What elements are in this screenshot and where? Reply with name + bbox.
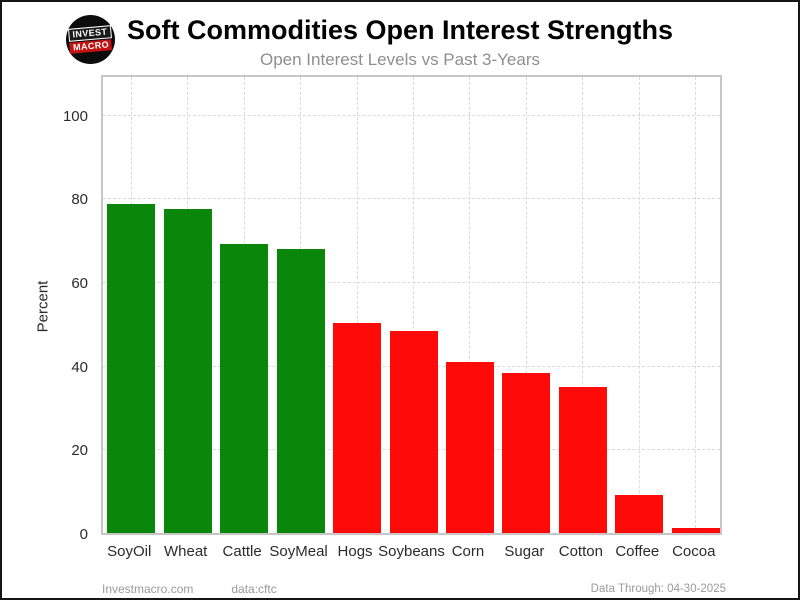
bar-corn — [445, 362, 494, 533]
h-gridline-60 — [103, 282, 720, 284]
v-gridline-cotton — [582, 77, 584, 533]
data-source-label: data:cftc — [231, 582, 277, 596]
bar-soybeans — [389, 331, 438, 533]
x-axis-label-cattle: Cattle — [222, 543, 262, 560]
x-axis-label-coffee: Coffee — [615, 543, 660, 560]
v-gridline-soybeans — [413, 77, 414, 533]
h-gridline-80 — [103, 198, 720, 200]
x-axis-label-soybeans: Soybeans — [378, 543, 445, 560]
bar-sugar — [502, 373, 551, 533]
x-axis-label-hogs: Hogs — [337, 543, 373, 560]
bar-soymeal — [276, 249, 325, 533]
bar-soyoil — [107, 204, 156, 533]
y-tick-label-80: 80 — [71, 191, 88, 209]
y-tick-label-40: 40 — [71, 358, 88, 376]
x-axis-label-corn: Corn — [451, 543, 485, 560]
v-gridline-corn — [469, 77, 471, 533]
x-axis-label-soymeal: SoyMeal — [269, 543, 328, 560]
y-tick-label-100: 100 — [62, 107, 88, 125]
bar-wheat — [163, 208, 212, 533]
v-gridline-sugar — [525, 77, 527, 533]
y-tick-label-20: 20 — [71, 442, 88, 460]
investmacro-logo: INVEST MACRO — [66, 15, 115, 64]
bar-cattle — [220, 244, 269, 533]
v-gridline-cocoa — [695, 77, 697, 533]
y-tick-label-0: 0 — [79, 526, 88, 543]
x-axis-label-cotton: Cotton — [558, 543, 603, 560]
plot-area — [101, 75, 722, 535]
v-gridline-hogs — [356, 77, 358, 533]
h-gridline-100 — [103, 114, 720, 116]
site-label: Investmacro.com — [102, 582, 194, 596]
x-axis-label-sugar: Sugar — [504, 543, 545, 560]
data-through-label: Data Through: 04-30-2025 — [590, 583, 726, 595]
y-axis-label: Percent — [34, 280, 52, 333]
x-axis-label-wheat: Wheat — [163, 543, 208, 560]
bar-cotton — [558, 386, 607, 533]
y-tick-label-60: 60 — [71, 275, 88, 293]
chart-subtitle: Open Interest Levels vs Past 3-Years — [259, 50, 541, 69]
bar-coffee — [615, 495, 664, 533]
x-axis-label-soyoil: SoyOil — [107, 543, 152, 560]
chart-title: Soft Commodities Open Interest Strengths — [126, 15, 674, 45]
bar-hogs — [333, 322, 382, 533]
footer-left: Investmacro.com data:cftc — [102, 582, 277, 596]
x-axis-label-cocoa: Cocoa — [672, 543, 716, 560]
v-gridline-coffee — [638, 77, 640, 533]
bar-cocoa — [671, 528, 720, 533]
